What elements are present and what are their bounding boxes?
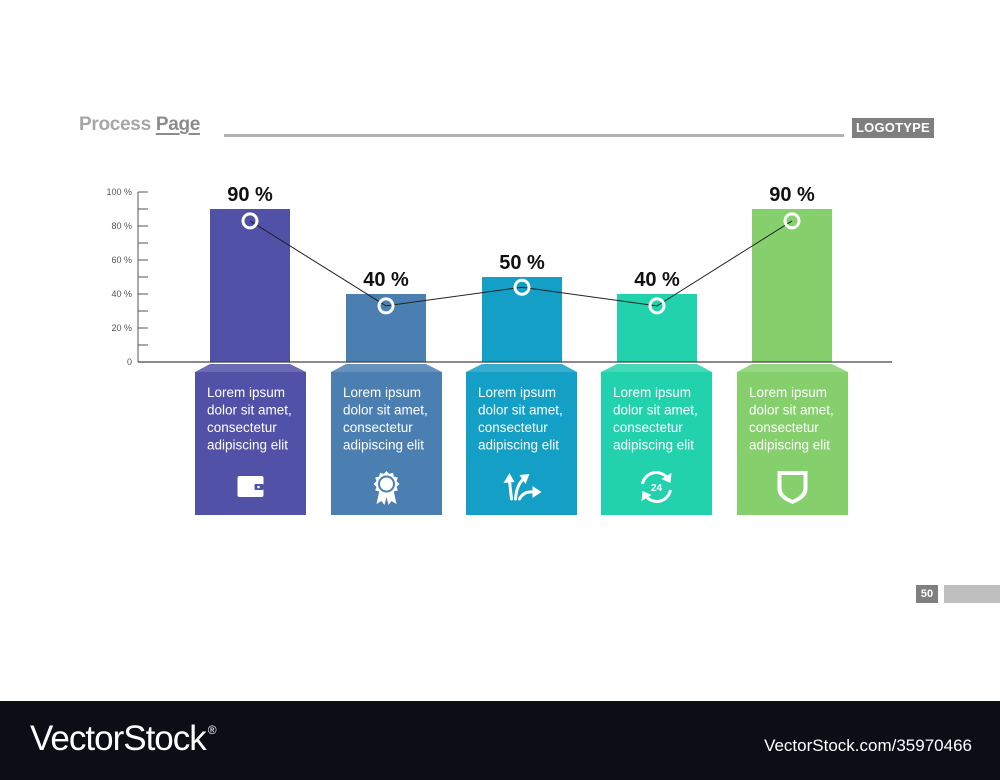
arrow-left-head	[503, 473, 515, 483]
page-number: 50	[916, 585, 938, 603]
footer-image-id: VectorStock.com/35970466	[764, 736, 972, 755]
bar-chart: 0 20 % 40 % 60 % 80 % 100 % Lorem ipsum dolor s…	[106, 184, 892, 515]
shield-inner	[781, 475, 804, 500]
y-tick-label: 60 %	[111, 255, 132, 265]
bar	[482, 277, 562, 362]
description-line: consectetur	[478, 420, 548, 435]
description-line: dolor sit amet,	[207, 403, 292, 418]
arrow-mid-shaft	[514, 477, 525, 501]
arrow-mid-head	[519, 474, 530, 484]
panel-connector	[737, 364, 848, 372]
trend-marker	[783, 212, 801, 230]
bar	[210, 209, 290, 362]
value-label: 40 %	[363, 269, 409, 291]
trend-marker	[377, 297, 395, 315]
wallet-icon	[237, 476, 264, 497]
description-line: adipiscing elit	[613, 438, 694, 453]
description-line: dolor sit amet,	[613, 403, 698, 418]
y-tick-label: 40 %	[111, 289, 132, 299]
cycle-arrow-bottom	[641, 491, 652, 501]
panel-connector	[601, 364, 712, 372]
trend-marker	[648, 297, 666, 315]
page-title-part1: Process	[79, 114, 151, 135]
y-tick-label: 20 %	[111, 323, 132, 333]
shield-icon	[777, 471, 808, 504]
description-panel	[466, 372, 577, 515]
y-tick-label: 0	[127, 357, 132, 367]
description-line: Lorem ipsum	[343, 385, 421, 400]
value-label: 40 %	[634, 269, 680, 291]
bar	[617, 294, 697, 362]
description-line: dolor sit amet,	[749, 403, 834, 418]
description-line: adipiscing elit	[478, 438, 559, 453]
description-line: consectetur	[749, 420, 819, 435]
description-line: Lorem ipsum	[478, 385, 556, 400]
description-line: consectetur	[613, 420, 683, 435]
value-label: 50 %	[499, 252, 545, 274]
page-number-bar	[944, 585, 1000, 603]
cycle-arc-bottom	[645, 489, 672, 503]
description-line: Lorem ipsum	[749, 385, 827, 400]
description-line: Lorem ipsum	[207, 385, 285, 400]
page-title: Process Page	[79, 114, 200, 136]
trend-marker	[241, 212, 259, 230]
description-line: adipiscing elit	[207, 438, 288, 453]
cycle-arc-top	[641, 471, 668, 485]
y-tick-label: 100 %	[106, 187, 132, 197]
wallet-body	[237, 476, 264, 497]
value-label: 90 %	[227, 184, 273, 206]
bar	[752, 209, 832, 362]
value-label: 90 %	[769, 184, 815, 206]
bar	[346, 294, 426, 362]
header-divider	[224, 134, 844, 137]
description-line: consectetur	[207, 420, 277, 435]
vectorstock-logo: VectorStock ®	[30, 719, 217, 759]
wallet-button	[257, 485, 260, 489]
award-rosette-icon	[373, 471, 400, 505]
trend-line	[249, 220, 793, 307]
footer-bar: VectorStock ® VectorStock.com/35970466	[0, 701, 1000, 780]
split-arrows-icon	[503, 473, 542, 501]
24-hours-icon	[641, 471, 672, 503]
panel-connector	[331, 364, 442, 372]
arrow-left-shaft	[508, 479, 513, 501]
logotype-badge: LOGOTYPE	[852, 118, 934, 138]
hours-label: 24	[651, 483, 663, 494]
cycle-arrow-top	[661, 473, 672, 483]
description-line: adipiscing elit	[343, 438, 424, 453]
description-panel	[601, 372, 712, 515]
footer-brand: VectorStock	[30, 719, 207, 758]
description-line: dolor sit amet,	[343, 403, 428, 418]
description-line: Lorem ipsum	[613, 385, 691, 400]
arrow-right-head	[532, 486, 542, 498]
trend-marker	[513, 278, 531, 296]
description-line: consectetur	[343, 420, 413, 435]
arrow-right-shaft	[518, 490, 535, 501]
rosette-ring	[378, 475, 395, 493]
page-title-part2: Page	[155, 114, 201, 135]
panel-connector	[195, 364, 306, 372]
registered-mark: ®	[207, 723, 217, 737]
panel-connector	[466, 364, 577, 372]
description-line: adipiscing elit	[749, 438, 830, 453]
rosette-star	[373, 471, 400, 497]
y-tick-label: 80 %	[111, 221, 132, 231]
description-line: dolor sit amet,	[478, 403, 563, 418]
